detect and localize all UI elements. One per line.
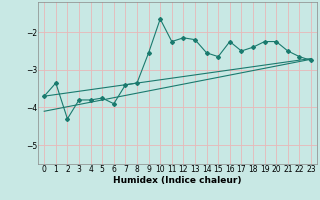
X-axis label: Humidex (Indice chaleur): Humidex (Indice chaleur) <box>113 176 242 185</box>
